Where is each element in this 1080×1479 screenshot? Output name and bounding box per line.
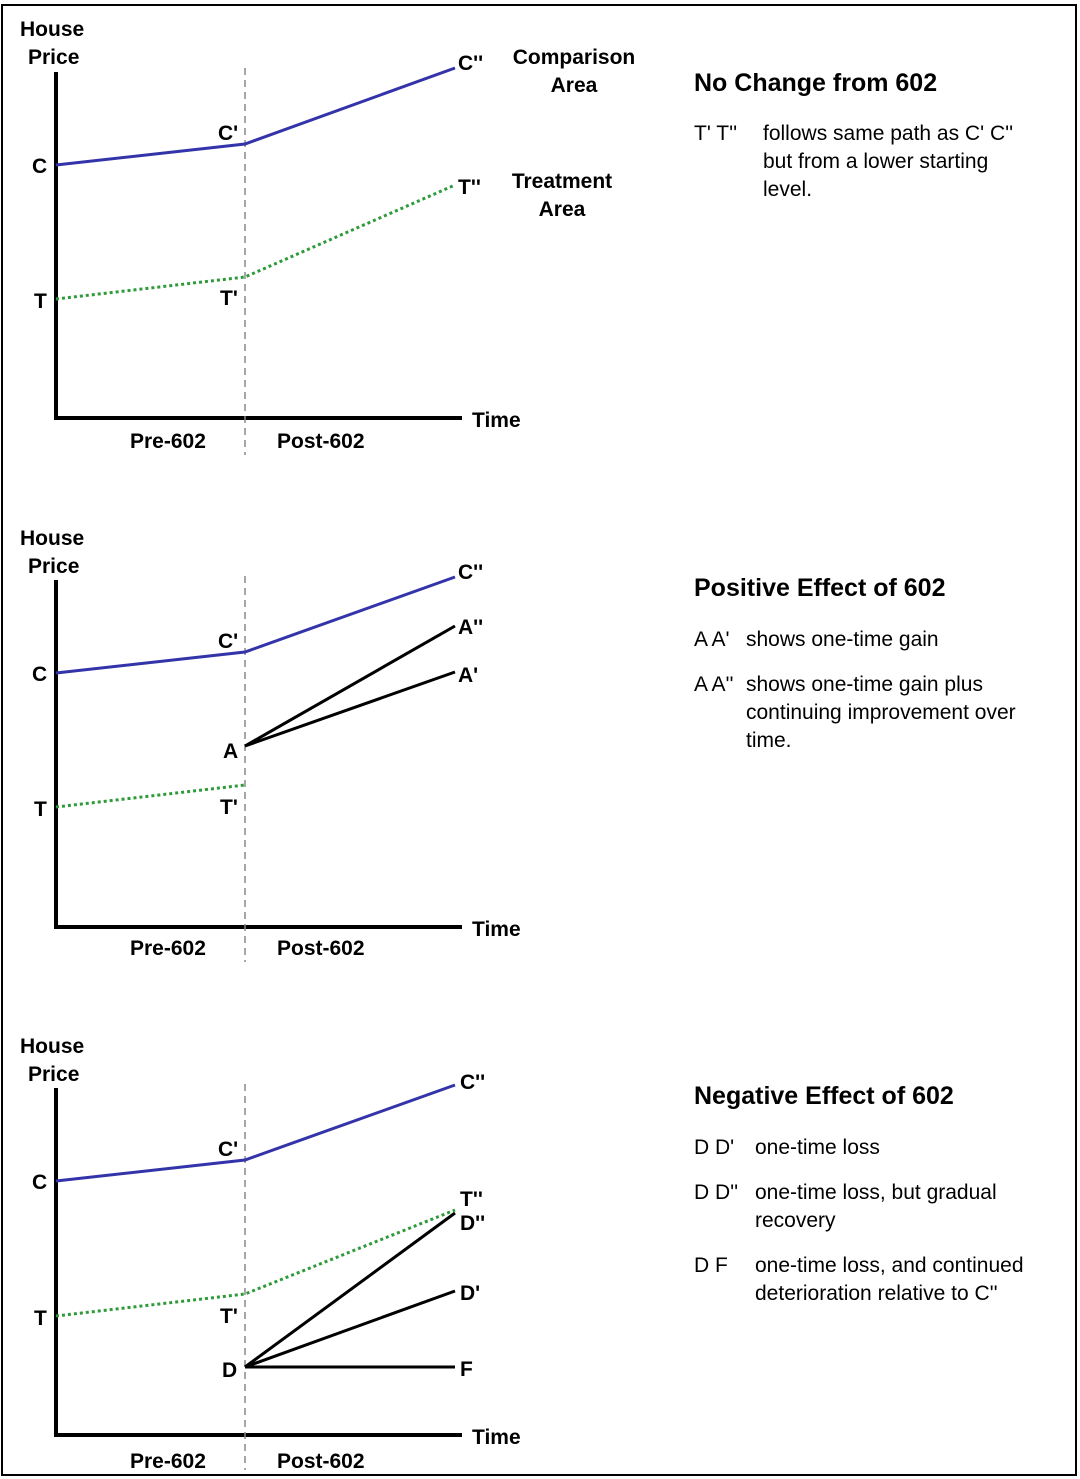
figure-frame <box>1 4 1077 1476</box>
point-c: C <box>32 1171 47 1194</box>
panel-negative: House Price Time Pre-602 Post-602 C C' C… <box>20 1035 1024 1473</box>
y-axis-label-line2: Price <box>28 555 79 578</box>
treatment-line <box>55 1208 456 1318</box>
panel-title: No Change from 602 <box>694 69 937 97</box>
note-line: shows one-time gain plus <box>746 673 983 696</box>
x-axis-label: Time <box>472 409 521 432</box>
point-d-prime: D' <box>460 1282 480 1305</box>
comparison-line <box>55 1083 456 1183</box>
comparison-area-label-line1: Comparison <box>513 46 636 69</box>
panel-title: Negative Effect of 602 <box>694 1082 954 1110</box>
x-axis-label: Time <box>472 918 521 941</box>
point-c: C <box>32 155 47 178</box>
pre-label: Pre-602 <box>130 430 206 453</box>
note-line: follows same path as C' C'' <box>763 122 1013 145</box>
effect-line-a-a-double-prime <box>244 624 456 748</box>
axes <box>54 1088 462 1437</box>
point-t: T <box>34 290 47 313</box>
point-t-prime: T' <box>220 287 238 310</box>
point-t: T <box>34 798 47 821</box>
pre-label: Pre-602 <box>130 937 206 960</box>
effect-line-d-d-prime <box>244 1289 456 1369</box>
effect-line-d-d-double-prime <box>244 1211 456 1369</box>
point-c-prime: C' <box>218 122 238 145</box>
treatment-area-label-line1: Treatment <box>512 170 612 193</box>
point-c: C <box>32 663 47 686</box>
panel-positive: House Price Time Pre-602 Post-602 C C' C… <box>20 527 1016 962</box>
axes <box>54 72 462 420</box>
x-axis-label: Time <box>472 1426 521 1449</box>
comparison-line <box>55 66 456 167</box>
pre-label: Pre-602 <box>130 1450 206 1473</box>
note-line: one-time loss, but gradual <box>755 1181 997 1204</box>
treatment-line <box>55 183 456 301</box>
point-t-prime: T' <box>220 1305 238 1328</box>
post-label: Post-602 <box>277 1450 365 1473</box>
y-axis-label-line2: Price <box>28 46 79 69</box>
treatment-line <box>55 783 246 809</box>
y-axis-label-line1: House <box>20 527 84 550</box>
note-line: continuing improvement over <box>746 701 1016 724</box>
point-c-double-prime: C'' <box>458 561 483 584</box>
effect-line-a-a-prime <box>244 670 456 748</box>
note-line: recovery <box>755 1209 836 1232</box>
y-axis-label-line1: House <box>20 1035 84 1058</box>
point-f: F <box>460 1358 473 1381</box>
note-line: one-time loss, and continued <box>755 1254 1024 1277</box>
point-c-double-prime: C'' <box>458 52 483 75</box>
point-a-prime: A' <box>458 664 478 687</box>
note-line: one-time loss <box>755 1136 880 1159</box>
point-t: T <box>34 1307 47 1330</box>
point-d: D <box>222 1359 237 1382</box>
note-key: A A' <box>694 628 730 651</box>
point-c-double-prime: C'' <box>460 1071 485 1094</box>
note-line: level. <box>763 178 812 201</box>
note-line: but from a lower starting <box>763 150 988 173</box>
point-a-double-prime: A'' <box>458 616 483 639</box>
post-label: Post-602 <box>277 937 365 960</box>
note-key: D D'' <box>694 1181 738 1204</box>
note-key: D D' <box>694 1136 734 1159</box>
point-t-double-prime: T'' <box>458 176 481 199</box>
point-c-prime: C' <box>218 1138 238 1161</box>
treatment-area-label-line2: Area <box>539 198 586 221</box>
post-label: Post-602 <box>277 430 365 453</box>
comparison-area-label-line2: Area <box>551 74 598 97</box>
note-key: A A'' <box>694 673 734 696</box>
point-c-prime: C' <box>218 630 238 653</box>
axes <box>54 580 462 929</box>
y-axis-label-line2: Price <box>28 1063 79 1086</box>
comparison-line <box>55 575 456 675</box>
panel-no-change: House Price Time Pre-602 Post-602 C C' C… <box>20 18 1013 455</box>
point-d-double-prime: D'' <box>460 1212 485 1235</box>
point-a: A <box>223 740 238 763</box>
point-t-double-prime: T'' <box>460 1188 483 1211</box>
note-line: time. <box>746 729 792 752</box>
note-key: D F <box>694 1254 728 1277</box>
note-key: T' T'' <box>694 122 737 145</box>
note-line: shows one-time gain <box>746 628 939 651</box>
y-axis-label-line1: House <box>20 18 84 41</box>
point-t-prime: T' <box>220 796 238 819</box>
panel-title: Positive Effect of 602 <box>694 574 945 602</box>
note-line: deterioration relative to C'' <box>755 1282 998 1305</box>
